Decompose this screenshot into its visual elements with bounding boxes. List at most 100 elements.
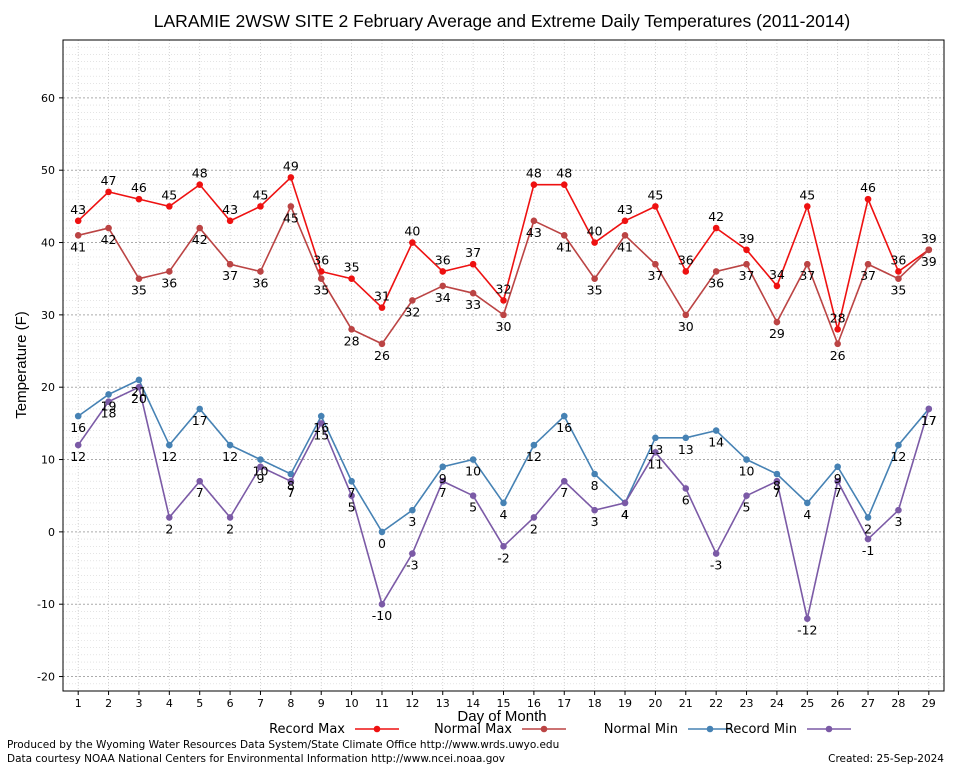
record-min-point: [803, 615, 811, 622]
x-tick-label: 4: [166, 697, 173, 710]
record-min-value-label: 7: [834, 485, 842, 500]
record-max-point: [834, 326, 841, 333]
normal-min-point: [895, 441, 902, 449]
record-max-point: [773, 282, 781, 290]
record-min-point: [834, 477, 841, 485]
record-min-value-label: -3: [406, 558, 418, 573]
normal-max-point: [743, 260, 750, 268]
y-tick-label: 50: [41, 164, 55, 177]
record-max-value-label: 35: [344, 260, 360, 275]
y-axis-label: Temperature (F): [13, 311, 30, 419]
normal-min-value-label: 12: [526, 449, 542, 464]
normal-min-value-label: 10: [465, 464, 481, 479]
normal-max-value-label: 34: [435, 290, 451, 305]
x-tick-label: 1: [75, 697, 82, 710]
record-max-point: [74, 217, 82, 225]
record-min-point: [105, 398, 112, 405]
normal-min-value-label: 7: [348, 485, 356, 500]
record-max-value-label: 36: [435, 252, 451, 267]
record-max-point: [895, 268, 902, 275]
normal-min-value-label: 4: [803, 507, 811, 522]
record-min-value-label: 20: [131, 391, 147, 406]
record-max-point: [743, 246, 750, 254]
record-min-value-label: 11: [647, 456, 663, 471]
x-tick-label: 7: [257, 697, 264, 710]
record-max-value-label: 36: [678, 252, 694, 267]
record-max-value-label: 37: [465, 245, 481, 260]
record-min-value-label: -1: [862, 543, 874, 558]
normal-max-value-label: 41: [556, 239, 572, 254]
footer-produced-by: Produced by the Wyoming Water Resources …: [7, 739, 560, 751]
normal-max-value-label: 36: [161, 275, 177, 290]
record-min-value-label: 12: [70, 449, 86, 464]
record-min-value-label: 7: [560, 485, 568, 500]
record-min-point: [317, 420, 325, 427]
record-max-point: [378, 304, 386, 311]
normal-max-value-label: 35: [587, 283, 603, 298]
y-tick-label: -10: [37, 598, 55, 611]
normal-min-value-label: 17: [921, 413, 937, 428]
legend-label-record-max: Record Max: [269, 722, 345, 737]
record-min-value-label: -12: [797, 623, 817, 638]
normal-min-point: [712, 427, 720, 434]
normal-min-point: [469, 456, 477, 463]
normal-min-value-label: 3: [408, 514, 416, 529]
record-max-point: [803, 203, 811, 210]
normal-max-value-label: 26: [830, 348, 846, 363]
record-min-value-label: 6: [682, 492, 690, 507]
record-max-point: [135, 195, 143, 203]
record-min-value-label: 17: [921, 413, 937, 428]
normal-min-point: [257, 456, 264, 463]
normal-min-value-label: 16: [70, 420, 86, 435]
record-max-point: [226, 217, 234, 225]
x-tick-label: 15: [497, 697, 511, 710]
x-tick-label: 9: [318, 697, 325, 710]
normal-max-point: [530, 217, 538, 225]
record-max-value-label: 48: [556, 166, 572, 181]
x-tick-label: 8: [287, 697, 294, 710]
footer-created: Created: 25-Sep-2024: [828, 753, 944, 765]
x-tick-label: 12: [405, 697, 419, 710]
x-tick-label: 16: [527, 697, 541, 710]
normal-max-point: [591, 275, 598, 283]
normal-max-point: [287, 203, 295, 210]
record-min-point: [621, 499, 629, 507]
x-tick-label: 18: [588, 697, 602, 710]
x-tick-label: 25: [800, 697, 814, 710]
record-max-value-label: 45: [799, 187, 815, 202]
normal-min-value-label: 4: [500, 507, 508, 522]
normal-min-value-label: 16: [313, 420, 329, 435]
record-max-point: [348, 275, 355, 283]
record-min-value-label: 2: [530, 521, 538, 536]
x-tick-label: 14: [466, 697, 480, 710]
normal-min-point: [864, 514, 872, 521]
normal-min-point: [348, 477, 355, 485]
normal-max-point: [348, 326, 355, 333]
normal-max-value-label: 35: [131, 283, 147, 298]
normal-max-value-label: 42: [101, 232, 117, 247]
record-max-value-label: 45: [647, 187, 663, 202]
record-max-point: [530, 181, 538, 188]
record-min-point: [530, 514, 538, 521]
record-min-value-label: 7: [196, 485, 204, 500]
normal-max-value-label: 39: [921, 254, 937, 269]
normal-max-point: [925, 246, 933, 254]
record-min-value-label: 7: [439, 485, 447, 500]
legend-marker-normal-max: [540, 725, 548, 733]
normal-max-point: [166, 268, 173, 275]
record-min-value-label: 5: [743, 500, 751, 515]
x-tick-label: 21: [679, 697, 693, 710]
normal-max-value-label: 35: [890, 283, 906, 298]
normal-min-point: [166, 441, 173, 449]
record-min-value-label: 3: [591, 514, 599, 529]
y-tick-label: 10: [41, 454, 55, 467]
normal-min-value-label: 4: [621, 507, 629, 522]
normal-max-point: [378, 340, 386, 348]
record-min-value-label: 18: [101, 406, 117, 421]
normal-max-point: [895, 275, 902, 283]
record-max-value-label: 46: [860, 180, 876, 195]
normal-min-value-label: 10: [739, 464, 755, 479]
legend-marker-record-max: [373, 725, 381, 733]
record-max-point: [196, 181, 204, 188]
